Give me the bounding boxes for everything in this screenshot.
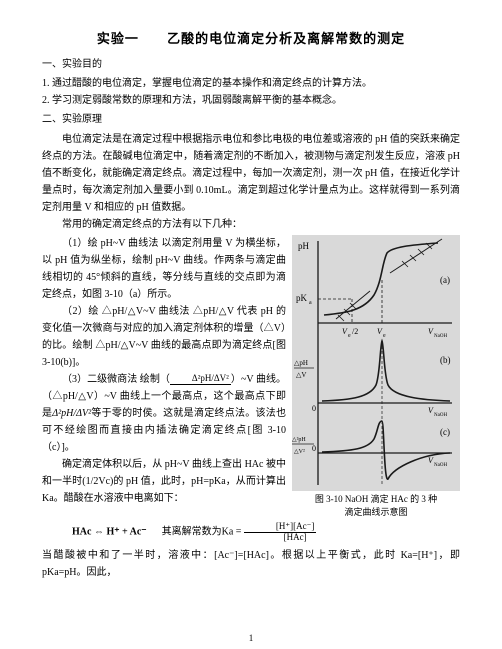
objective-2: 2. 学习测定弱酸常数的原理和方法，巩固弱酸离解平衡的基本概念。 — [42, 93, 460, 109]
panel-a-label: (a) — [440, 275, 450, 285]
eq-text: 其离解常数为Ka = — [162, 527, 242, 538]
figure-caption-b: 滴定曲线示意图 — [344, 507, 407, 517]
method-2: （2）绘 △pH/△V~V 曲线法 △pH/△V 代表 pH 的变化值一次微商与… — [42, 303, 286, 371]
title-main: 乙酸的电位滴定分析及离解常数的测定 — [167, 31, 405, 46]
zero-b: 0 — [312, 404, 316, 413]
section-1-head: 一、实验目的 — [42, 57, 460, 73]
panel-b-label: (b) — [440, 355, 451, 365]
paragraph-last: 当醋酸被中和了一半时，溶液中：[Ac⁻]=[HAc]。根据以上平衡式，此时 Ka… — [42, 547, 460, 581]
ylab-pka: pK — [296, 293, 308, 303]
right-column: pH pK a (a) V e /2 V e V NaOH 0 (b) V Na… — [292, 235, 460, 518]
ve2-slash: /2 — [352, 327, 358, 336]
method-1: （1）绘 pH~V 曲线法 以滴定剂用量 V 为横坐标，以 pH 值为纵坐标，绘… — [42, 235, 286, 303]
vnaoh-c-sub: NaOH — [434, 463, 447, 468]
page-title: 实验一 乙酸的电位滴定分析及离解常数的测定 — [42, 28, 460, 47]
section-2-head: 二、实验原理 — [42, 112, 460, 128]
method-3-a: （3）二级微商法 绘制（ — [62, 374, 170, 385]
figure-caption-a: 图 3-10 NaOH 滴定 HAc 的 3 种 — [315, 494, 437, 504]
eq-frac-den: [HAc] — [244, 533, 316, 543]
y2-num: △pH — [294, 359, 308, 367]
eq-reaction: HAc ⇔ H⁺ + Ac⁻ — [72, 527, 147, 538]
ylab-pka-sub: a — [309, 300, 312, 306]
objective-1: 1. 通过醋酸的电位滴定，掌握电位滴定的基本操作和滴定终点的计算方法。 — [42, 76, 460, 92]
frac-d2ph-dv2-inline: Δ²pH/ΔV² — [170, 374, 231, 385]
panel-c-label: (c) — [440, 427, 450, 437]
d2-inline: Δ²pH/ΔV² — [52, 408, 91, 419]
left-column: （1）绘 pH~V 曲线法 以滴定剂用量 V 为横坐标，以 pH 值为纵坐标，绘… — [42, 235, 286, 518]
paragraph-principle-1: 电位滴定法是在滴定过程中根据指示电位和参比电极的电位差或溶液的 pH 值的突跃来… — [42, 131, 460, 216]
vnaoh-a-sub: NaOH — [434, 334, 447, 339]
y3-den: △V² — [294, 449, 305, 455]
method-3: （3）二级微商法 绘制（Δ²pH/ΔV²）~V 曲线。（△pH/△V）~V 曲线… — [42, 371, 286, 456]
equation-line: HAc ⇔ H⁺ + Ac⁻ 其离解常数为Ka = [H⁺][Ac⁻] [HAc… — [42, 522, 460, 543]
eq-fraction: [H⁺][Ac⁻] [HAc] — [244, 522, 316, 543]
figure-caption: 图 3-10 NaOH 滴定 HAc 的 3 种 滴定曲线示意图 — [292, 493, 460, 518]
two-column-region: （1）绘 pH~V 曲线法 以滴定剂用量 V 为横坐标，以 pH 值为纵坐标，绘… — [42, 235, 460, 518]
vnaoh-b-sub: NaOH — [434, 413, 447, 418]
y2-den: △V — [296, 371, 306, 379]
page-number: 1 — [0, 633, 502, 643]
ve2-sub: e — [348, 333, 351, 339]
paragraph-principle-2: 常用的确定滴定终点的方法有以下几种： — [42, 216, 460, 233]
method-4: 确定滴定体积以后，从 pH~V 曲线上查出 HAc 被中和一半时(1/2Vc)的… — [42, 456, 286, 507]
zero-c: 0 — [312, 444, 316, 453]
ve-sub: e — [383, 333, 386, 339]
figure-3-10: pH pK a (a) V e /2 V e V NaOH 0 (b) V Na… — [292, 235, 460, 518]
titration-curves-svg: pH pK a (a) V e /2 V e V NaOH 0 (b) V Na… — [292, 235, 460, 491]
title-prefix: 实验一 — [97, 31, 139, 46]
ylab-ph: pH — [298, 241, 310, 251]
y3-num: △²pH — [292, 437, 306, 443]
